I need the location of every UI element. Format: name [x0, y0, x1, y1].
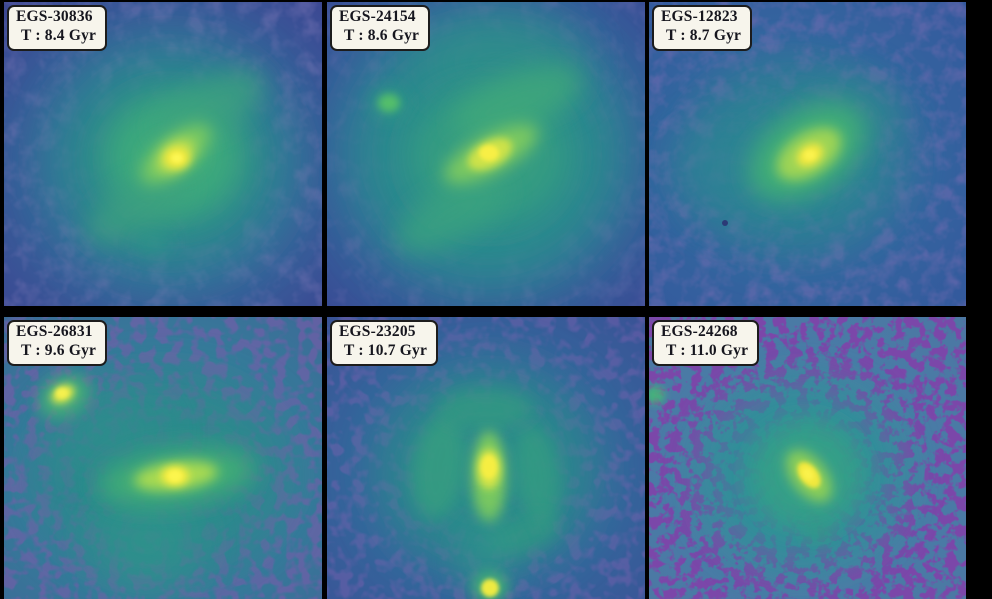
- galaxy-panel-1: EGS-30836 T : 8.4 Gyr: [4, 2, 322, 306]
- galaxy-id: EGS-30836: [16, 8, 93, 25]
- panel-label: EGS-12823 T : 8.7 Gyr: [652, 5, 753, 51]
- galaxy: [385, 371, 589, 599]
- galaxy: [649, 383, 899, 567]
- panel-label: EGS-24154 T : 8.6 Gyr: [330, 5, 431, 51]
- galaxy-panel-3: EGS-12823 T : 8.7 Gyr: [649, 2, 966, 306]
- galaxy: [54, 50, 284, 270]
- galaxy-panel-4: EGS-26831 T : 9.6 Gyr: [4, 317, 322, 599]
- galaxy-image-2: [327, 2, 645, 306]
- panel-label: EGS-23205 T : 10.7 Gyr: [330, 320, 439, 366]
- galaxy-id: EGS-23205: [339, 323, 416, 340]
- galaxy-id: EGS-24154: [339, 8, 416, 25]
- galaxy: [39, 375, 280, 590]
- lookback-time: T : 8.4 Gyr: [21, 26, 97, 44]
- panel-label: EGS-24268 T : 11.0 Gyr: [652, 320, 760, 366]
- galaxy-image-3: [649, 2, 966, 306]
- galaxy-image-1: [4, 2, 322, 306]
- lookback-time: T : 11.0 Gyr: [666, 341, 749, 359]
- galaxy-panel-5: EGS-23205 T : 10.7 Gyr: [327, 317, 645, 599]
- galaxy-id: EGS-26831: [16, 323, 93, 340]
- galaxy-id: EGS-12823: [661, 8, 738, 25]
- galaxy-image-6: [649, 317, 966, 599]
- galaxy: [669, 77, 904, 242]
- galaxy: [352, 17, 622, 286]
- galaxy-core: [479, 145, 499, 161]
- lookback-time: T : 8.6 Gyr: [344, 26, 420, 44]
- galaxy-id: EGS-24268: [661, 323, 738, 340]
- lookback-time: T : 9.6 Gyr: [21, 341, 97, 359]
- panel-label: EGS-30836 T : 8.4 Gyr: [7, 5, 108, 51]
- dark-source: [722, 220, 728, 226]
- lookback-time: T : 10.7 Gyr: [344, 341, 428, 359]
- companion-source: [649, 386, 665, 404]
- companion-source: [39, 375, 89, 417]
- galaxy-panel-6: EGS-24268 T : 11.0 Gyr: [649, 317, 966, 599]
- panel-label: EGS-26831 T : 9.6 Gyr: [7, 320, 108, 366]
- galaxy-core: [481, 455, 497, 479]
- lookback-time: T : 8.7 Gyr: [666, 26, 742, 44]
- galaxy-panel-2: EGS-24154 T : 8.6 Gyr: [327, 2, 645, 306]
- companion-source: [472, 571, 508, 599]
- galaxy-image-4: [4, 317, 322, 599]
